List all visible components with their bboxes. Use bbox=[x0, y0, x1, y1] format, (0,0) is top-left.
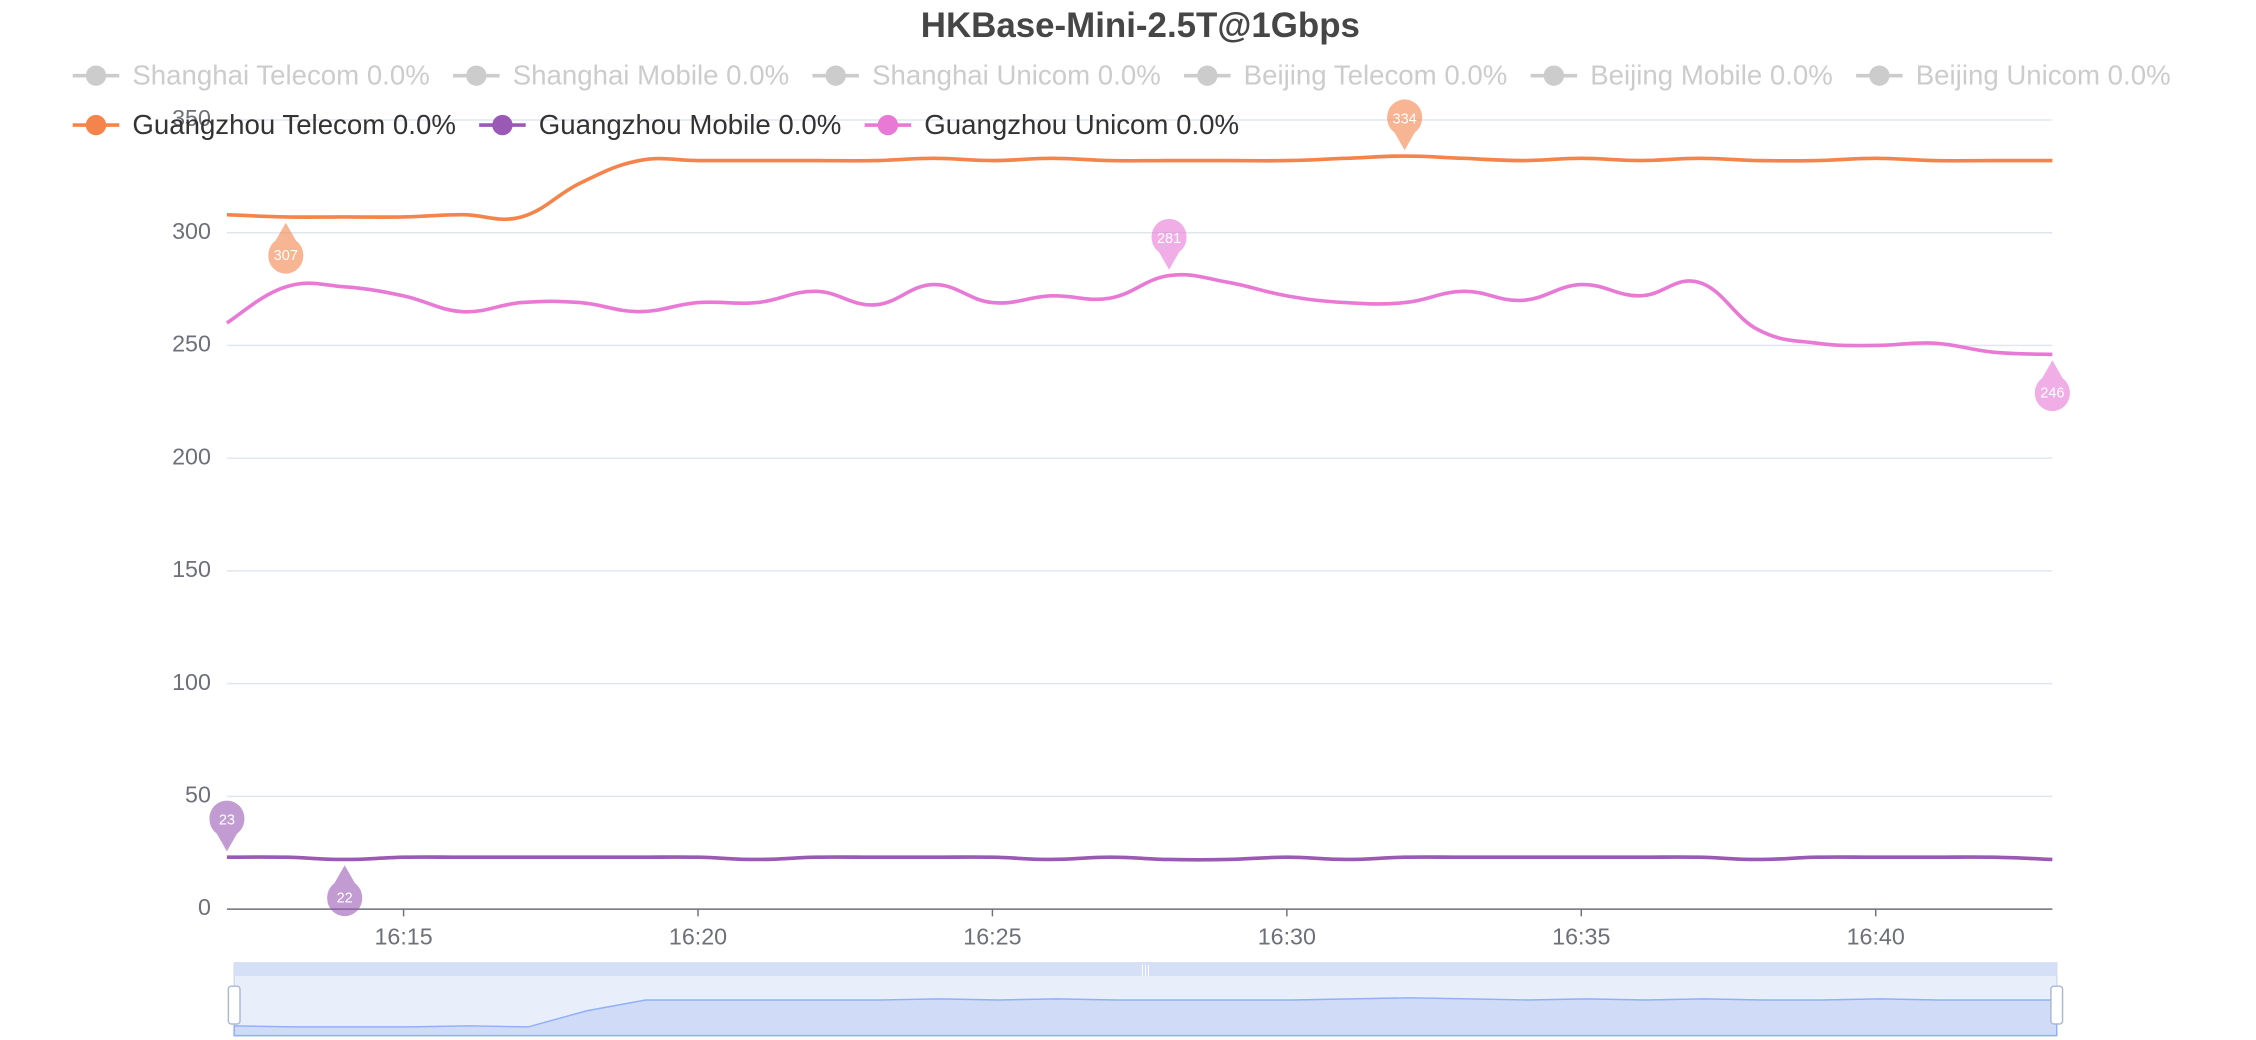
y-tick-label: 200 bbox=[172, 443, 211, 469]
x-tick-label: 16:35 bbox=[1552, 923, 1610, 949]
series-line bbox=[226, 154, 2053, 222]
mark-label: 307 bbox=[274, 248, 298, 264]
x-tick-label: 16:25 bbox=[963, 923, 1021, 949]
legend-marker[interactable] bbox=[877, 114, 899, 136]
zoom-handle[interactable] bbox=[2050, 985, 2064, 1025]
y-tick-label: 350 bbox=[172, 105, 211, 131]
x-tick-label: 16:30 bbox=[1258, 923, 1316, 949]
chart-title: HKBase-Mini-2.5T@1Gbps bbox=[921, 6, 1360, 45]
mark-label: 334 bbox=[1392, 112, 1416, 128]
legend-label[interactable]: Guangzhou Mobile 0.0% bbox=[539, 109, 842, 140]
mark-pin-head bbox=[209, 801, 245, 837]
mark-point bbox=[1151, 218, 1187, 270]
legend-marker[interactable] bbox=[825, 65, 846, 86]
legend-label[interactable]: Shanghai Telecom 0.0% bbox=[132, 59, 429, 90]
mark-pin-head bbox=[327, 879, 363, 915]
mark-point bbox=[209, 800, 245, 852]
zoom-grip: ||| bbox=[1141, 963, 1150, 976]
mark-point bbox=[268, 222, 304, 274]
zoom-top-bar[interactable] bbox=[234, 962, 2057, 976]
y-tick-label: 300 bbox=[172, 218, 211, 244]
y-tick-label: 50 bbox=[185, 782, 211, 808]
mark-label: 22 bbox=[337, 891, 353, 907]
mark-label: 281 bbox=[1157, 231, 1181, 247]
y-tick-label: 250 bbox=[172, 331, 211, 357]
legend-marker[interactable] bbox=[1869, 65, 1890, 86]
y-tick-label: 150 bbox=[172, 556, 211, 582]
legend-label[interactable]: Guangzhou Telecom 0.0% bbox=[132, 109, 456, 140]
legend-marker[interactable] bbox=[466, 65, 487, 86]
legend-marker[interactable] bbox=[1197, 65, 1218, 86]
legend-label[interactable]: Shanghai Unicom 0.0% bbox=[872, 59, 1161, 90]
zoom-area bbox=[233, 997, 2058, 1037]
mark-pin-head bbox=[268, 237, 304, 273]
mark-point bbox=[1387, 99, 1423, 151]
zoom-handle[interactable] bbox=[227, 985, 241, 1025]
x-tick-label: 16:15 bbox=[374, 923, 432, 949]
x-tick-label: 16:40 bbox=[1847, 923, 1905, 949]
series-line bbox=[226, 855, 2053, 862]
legend-label[interactable]: Guangzhou Unicom 0.0% bbox=[924, 109, 1239, 140]
mark-point bbox=[2034, 360, 2070, 412]
mark-label: 246 bbox=[2040, 386, 2064, 402]
mark-label: 23 bbox=[219, 813, 235, 829]
legend-marker[interactable] bbox=[492, 114, 513, 136]
legend-marker[interactable] bbox=[1543, 65, 1565, 86]
y-tick-label: 0 bbox=[198, 894, 211, 920]
mark-point bbox=[327, 865, 363, 917]
legend-marker[interactable] bbox=[85, 114, 107, 136]
legend-marker[interactable] bbox=[85, 65, 107, 86]
y-tick-label: 100 bbox=[172, 669, 211, 695]
x-tick-label: 16:20 bbox=[669, 923, 727, 949]
legend-label[interactable]: Beijing Unicom 0.0% bbox=[1916, 59, 2171, 90]
mark-pin-head bbox=[2034, 374, 2070, 410]
mark-pin-head bbox=[1151, 220, 1187, 256]
series-line bbox=[225, 272, 2053, 357]
legend-label[interactable]: Shanghai Mobile 0.0% bbox=[513, 59, 789, 90]
legend-label[interactable]: Beijing Telecom 0.0% bbox=[1244, 59, 1508, 90]
legend-label[interactable]: Beijing Mobile 0.0% bbox=[1590, 59, 1833, 90]
mark-pin-head bbox=[1387, 100, 1423, 136]
